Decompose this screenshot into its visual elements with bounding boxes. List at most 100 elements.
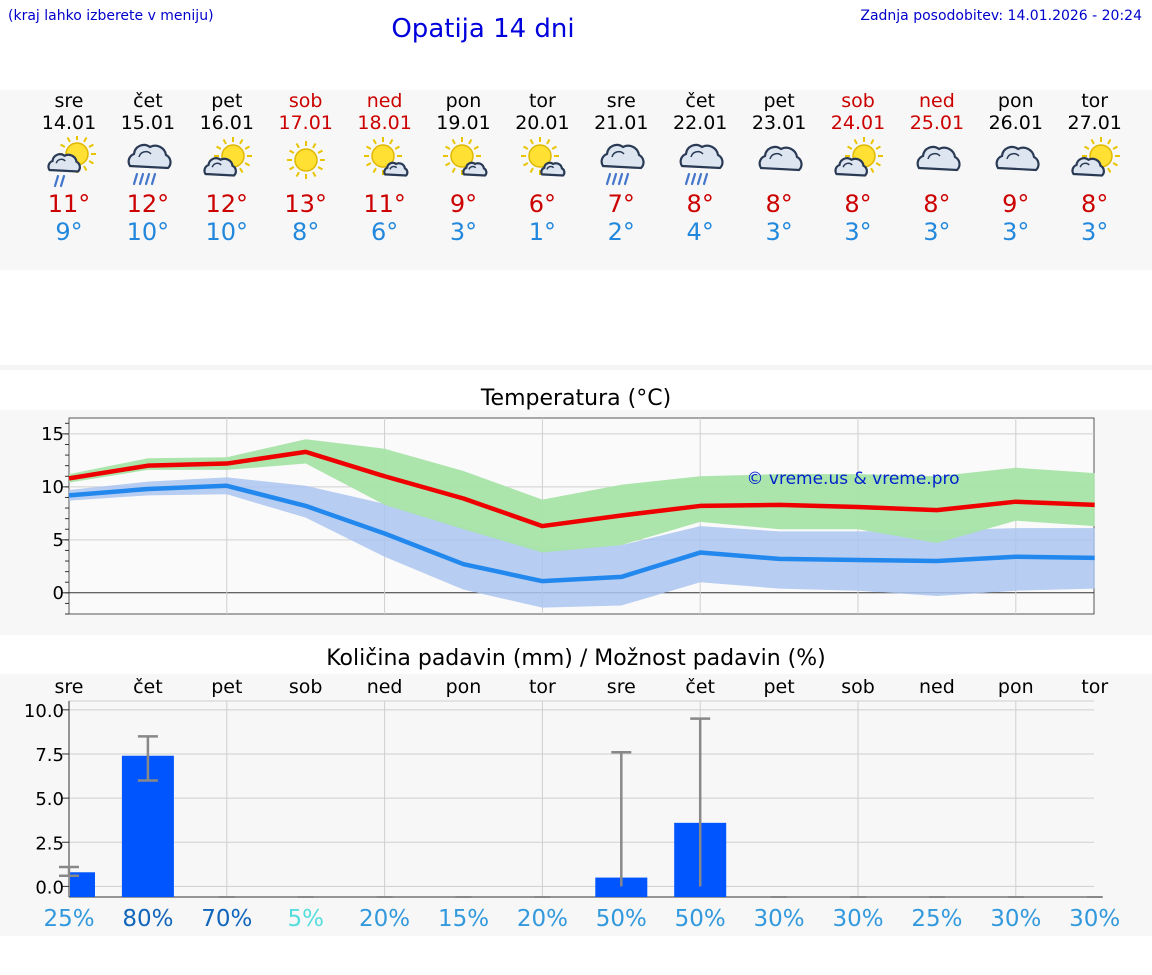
max-temp: 13° <box>284 190 327 218</box>
day-column: pon 19.01 9° 3° <box>424 90 504 246</box>
max-temp: 8° <box>923 190 951 218</box>
day-name: čet <box>133 90 163 112</box>
max-temp: 11° <box>363 190 406 218</box>
max-temp: 12° <box>126 190 170 218</box>
day-date: 16.01 <box>199 112 254 134</box>
max-temp: 11° <box>47 190 91 218</box>
x-category-label: pet <box>763 676 794 698</box>
max-temp: 9° <box>1002 190 1030 218</box>
min-temp: 3° <box>923 218 951 246</box>
day-name: ned <box>366 90 403 112</box>
x-category-label: sre <box>607 676 636 698</box>
day-name: pet <box>763 90 795 112</box>
precip-chance: 30% <box>832 906 883 932</box>
day-column: sob 17.01 13° 8° <box>266 90 346 246</box>
precip-chance: 80% <box>122 906 173 932</box>
min-temp: 8° <box>292 218 320 246</box>
day-column: pet 23.01 8° 3° <box>739 90 819 246</box>
max-temp: 6° <box>528 190 557 218</box>
max-temp: 12° <box>205 190 249 218</box>
precip-chance: 50% <box>675 906 726 932</box>
min-temp: 9° <box>55 218 83 246</box>
day-name: pet <box>211 90 243 112</box>
precip-chance: 20% <box>359 906 410 932</box>
max-temp: 8° <box>1081 190 1109 218</box>
day-name: ned <box>918 90 955 112</box>
day-date: 21.01 <box>594 112 649 134</box>
y-tick-label: 2.5 <box>35 833 64 854</box>
max-temp: 8° <box>686 190 714 218</box>
day-date: 27.01 <box>1067 112 1122 134</box>
day-column: sre 21.01 7° 2° <box>581 90 661 246</box>
sun-cloud-icon <box>834 137 883 177</box>
min-temp: 3° <box>449 218 478 246</box>
day-column: pon 26.01 9° 3° <box>976 90 1056 246</box>
cloud-icon <box>758 145 803 172</box>
precipitation-panel: 0.0 2.5 5.0 7.5 10.0 sre čet pet sob ned pon tor sre… <box>0 674 1152 936</box>
cloud-icon <box>916 145 961 172</box>
day-date: 17.01 <box>278 112 333 134</box>
x-category-label: pon <box>998 676 1034 698</box>
x-category-label: pon <box>446 676 482 698</box>
max-temp: 7° <box>607 190 635 218</box>
min-temp: 1° <box>528 218 557 246</box>
x-category-label: tor <box>1081 676 1108 698</box>
day-column: čet 22.01 8° 4° <box>660 90 740 246</box>
min-temp: 3° <box>844 218 872 246</box>
day-column: sob 24.01 8° 3° <box>818 90 898 246</box>
temperature-chart-title: Temperatura (°C) <box>480 386 672 411</box>
y-tick-label: 10 <box>41 477 64 498</box>
min-temp: 2° <box>607 218 635 246</box>
day-date: 15.01 <box>120 112 176 134</box>
day-date: 23.01 <box>751 112 807 134</box>
x-category-label: sob <box>841 676 875 698</box>
day-date: 25.01 <box>909 112 965 134</box>
day-name: sob <box>288 90 323 112</box>
day-name: tor <box>1081 90 1109 112</box>
x-category-label: tor <box>529 676 556 698</box>
sun-cloud-icon <box>203 137 252 177</box>
precip-chance: 15% <box>438 906 489 932</box>
precip-chance: 25% <box>911 906 962 932</box>
day-name: tor <box>528 90 556 112</box>
day-date: 19.01 <box>436 112 491 134</box>
min-temp-band <box>69 477 1095 608</box>
sun-cloud-icon <box>1071 137 1120 177</box>
precip-chance: 5% <box>287 906 324 932</box>
day-date: 20.01 <box>515 112 570 134</box>
y-tick-label: 0.0 <box>35 877 64 898</box>
day-date: 22.01 <box>672 112 728 134</box>
precip-chance: 20% <box>517 906 568 932</box>
sun-icon <box>286 141 325 179</box>
sun-small-cloud-icon <box>521 137 566 177</box>
precip-chance: 50% <box>596 906 647 932</box>
x-category-label: sre <box>55 676 84 698</box>
y-tick-label: 7.5 <box>35 745 64 766</box>
x-category-label: sob <box>289 676 323 698</box>
day-column: čet 15.01 12° 10° <box>108 90 188 246</box>
y-tick-label: 10.0 <box>24 701 64 722</box>
day-column: ned 18.01 11° 6° <box>345 90 425 246</box>
sun-small-cloud-icon <box>442 137 487 177</box>
day-date: 14.01 <box>41 112 97 134</box>
y-tick-label: 15 <box>41 424 64 445</box>
x-category-label: čet <box>133 676 163 698</box>
y-tick-label: 5 <box>53 530 64 551</box>
x-category-label: ned <box>367 676 403 698</box>
x-category-label: čet <box>685 676 715 698</box>
precip-chance: 30% <box>1069 906 1120 932</box>
max-temp-line <box>68 449 1095 529</box>
day-column: tor 20.01 6° 1° <box>502 90 582 246</box>
day-column: sre 14.01 11° 9° <box>29 90 109 246</box>
cloud-rain-icon <box>679 143 724 186</box>
precip-chance: 30% <box>754 906 805 932</box>
min-temp: 3° <box>1002 218 1030 246</box>
precipitation-chart: 0.0 2.5 5.0 7.5 10.0 sre čet pet sob ned pon tor sre… <box>24 676 1120 932</box>
day-name: sob <box>841 90 875 112</box>
day-name: sre <box>606 90 636 112</box>
day-column: tor 27.01 8° 3° <box>1055 90 1135 246</box>
location-menu-hint[interactable]: (kraj lahko izberete v meniju) <box>8 8 214 24</box>
day-date: 26.01 <box>988 112 1043 134</box>
day-name: sre <box>54 90 84 112</box>
min-temp-line <box>68 483 1095 584</box>
